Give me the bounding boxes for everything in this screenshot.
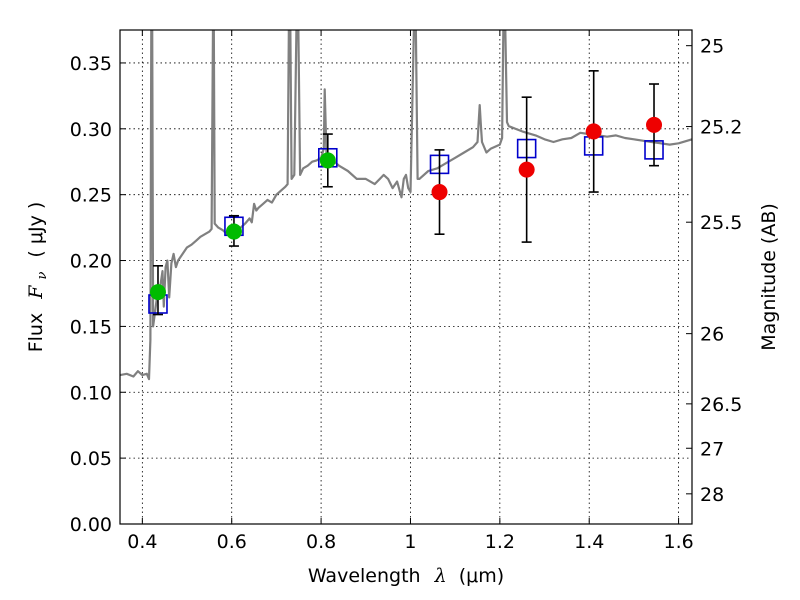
y-axis-label-text: Flux	[25, 313, 47, 353]
spectrum-line	[120, 30, 692, 381]
nir-data-point	[431, 184, 448, 201]
y-tick-label: 0.30	[70, 119, 112, 141]
plot-frame	[119, 29, 693, 525]
ticks-layer: 0.4 0.6 0.8 1 1.2 1.4 1.6 0.00 0.05 0.10 0.15 0.20 0…	[70, 30, 742, 553]
x-axis-label-unit: (μm)	[459, 565, 504, 587]
nir-data-point	[585, 123, 602, 140]
y-axis-label: Flux F ν ( μJy )	[25, 202, 51, 353]
y-axis-label-unit: ( μJy )	[25, 202, 47, 258]
y-tick-label: 0.10	[70, 382, 112, 404]
optical-data-point	[149, 284, 166, 301]
magnitude-tick-label: 26	[700, 324, 724, 346]
y-tick-label: 0.00	[70, 514, 112, 536]
magnitude-tick-label: 25.5	[700, 212, 742, 234]
x-tick-label: 0.4	[127, 531, 157, 553]
y-tick-label: 0.05	[70, 448, 112, 470]
x-tick-label: 1.2	[485, 531, 515, 553]
nir-data-point	[518, 161, 535, 178]
nir-data-point	[646, 116, 663, 133]
y-axis-label-symbol: F	[25, 285, 47, 300]
magnitude-tick-label: 25	[700, 36, 724, 58]
grid	[120, 30, 692, 525]
y-tick-label: 0.20	[70, 251, 112, 273]
x-tick-label: 0.6	[217, 531, 247, 553]
x-tick-label: 1.6	[663, 531, 693, 553]
marker-layer	[148, 70, 664, 316]
y-tick-label: 0.35	[70, 53, 112, 75]
optical-data-point	[225, 223, 242, 240]
x-tick-label: 0.8	[306, 531, 336, 553]
magnitude-tick-label: 28	[700, 484, 724, 506]
spectrum-layer	[120, 30, 692, 381]
y-tick-label: 0.15	[70, 316, 112, 338]
magnitude-tick-label: 26.5	[700, 394, 742, 416]
x-axis-label: Wavelength λ (μm)	[308, 565, 504, 587]
magnitude-axis-label: Magnitude (AB)	[758, 203, 780, 351]
optical-data-point	[319, 152, 336, 169]
x-axis-label-symbol: λ	[434, 565, 447, 587]
y-axis-label-subscript: ν	[35, 272, 50, 280]
x-tick-label: 1	[404, 531, 416, 553]
y-tick-label: 0.25	[70, 185, 112, 207]
x-axis-label-text: Wavelength	[308, 565, 421, 587]
x-tick-label: 1.4	[574, 531, 604, 553]
magnitude-tick-label: 25.2	[700, 117, 742, 139]
magnitude-tick-label: 27	[700, 438, 724, 460]
